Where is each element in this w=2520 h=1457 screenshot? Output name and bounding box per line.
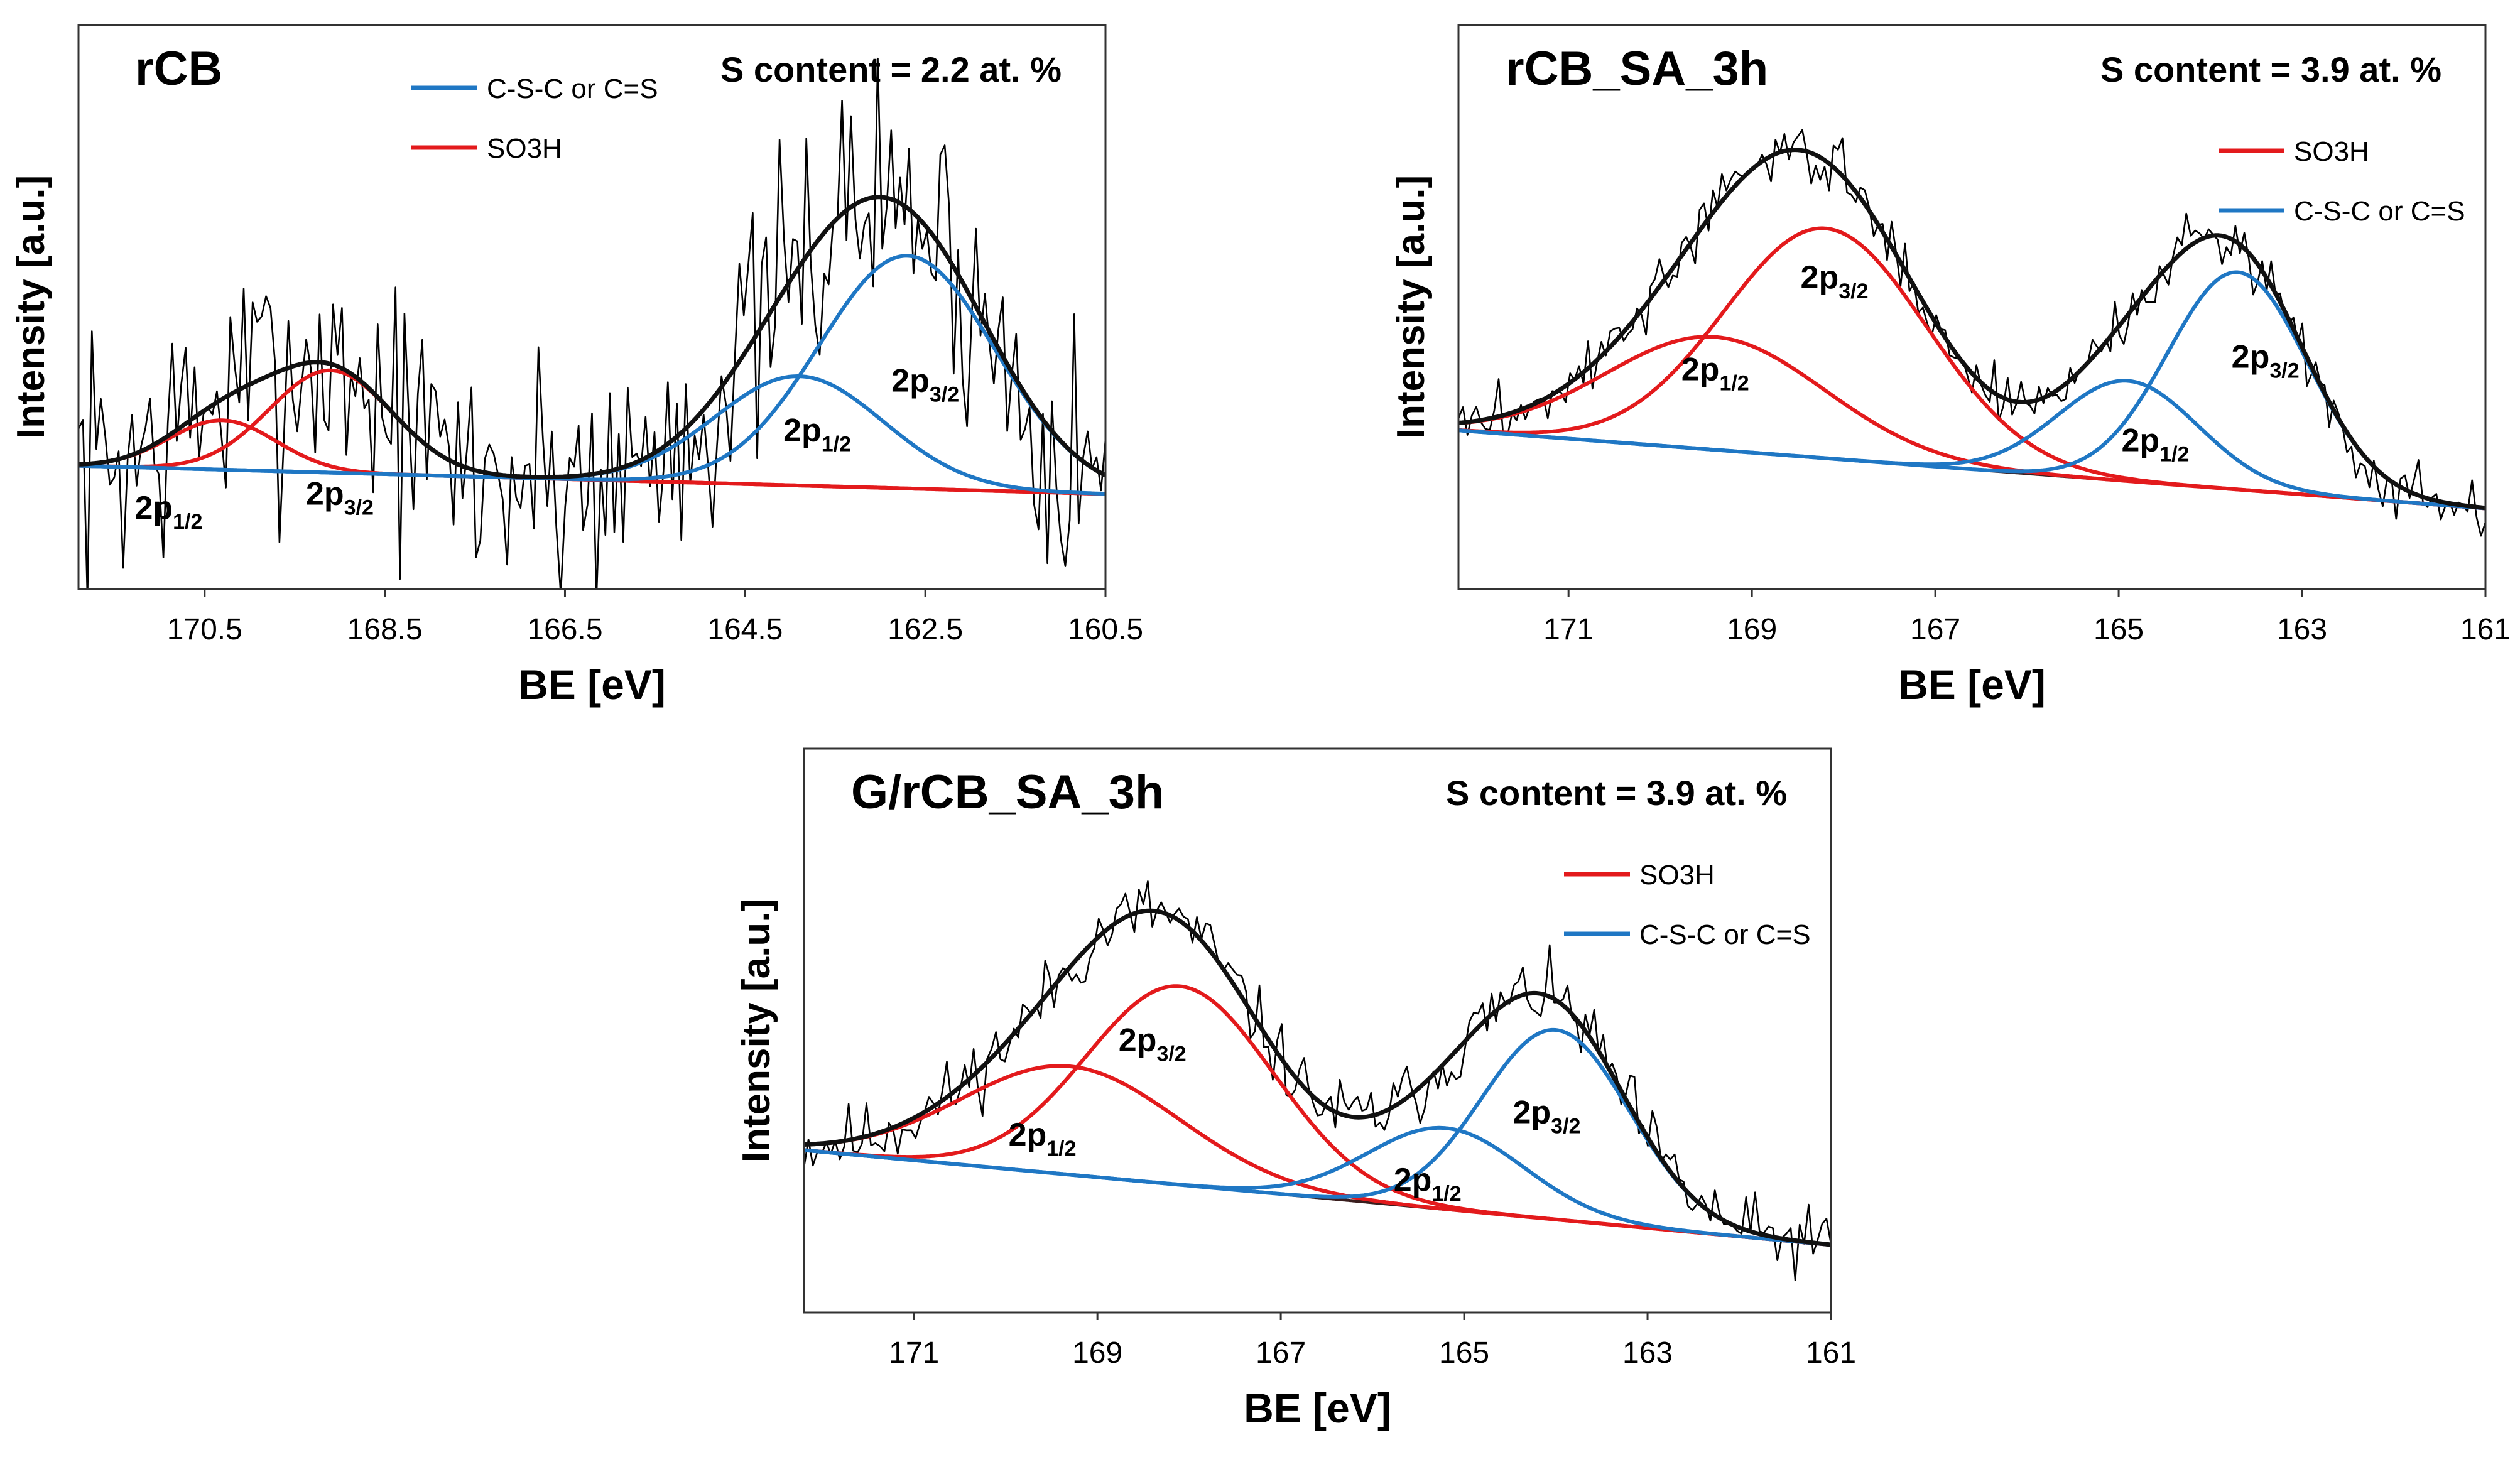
panel-title: rCB_SA_3h — [1506, 42, 1768, 95]
x-tick-label: 161 — [2460, 613, 2511, 646]
x-tick-label: 163 — [2277, 613, 2327, 646]
component-peak-1 — [1458, 335, 2485, 511]
peak-label: 2p1/2 — [1394, 1162, 1462, 1206]
plot-area — [1458, 129, 2485, 537]
panel-title: rCB — [135, 42, 222, 95]
peak-label: 2p1/2 — [1009, 1117, 1077, 1161]
x-tick-label: 167 — [1256, 1336, 1306, 1370]
x-tick-label: 162.5 — [888, 613, 963, 646]
x-tick-label: 160.5 — [1068, 613, 1143, 646]
component-peak-4 — [79, 254, 1105, 482]
component-peak-4 — [804, 1027, 1831, 1247]
component-peak-3 — [1458, 379, 2485, 511]
x-tick-label: 165 — [2094, 613, 2144, 646]
plot-area — [79, 57, 1105, 589]
component-peak-2 — [1458, 226, 2485, 511]
raw-spectrum-line — [79, 57, 1105, 589]
peak-label: 2p3/2 — [1801, 259, 1869, 303]
peak-label: 2p3/2 — [891, 363, 959, 407]
x-tick-label: 169 — [1727, 613, 1777, 646]
peak-label: 2p1/2 — [134, 490, 202, 534]
x-axis-label: BE [eV] — [518, 661, 666, 708]
legend-label: C-S-C or C=S — [1639, 919, 1811, 950]
peak-label: 2p1/2 — [783, 412, 851, 456]
raw-spectrum-line — [1458, 129, 2485, 537]
x-tick-label: 161 — [1806, 1336, 1856, 1370]
xps-panel-2: 171 169 167 165 163 161 BE [eV] Intensity [a.u.… — [1389, 24, 2511, 708]
x-tick-label: 171 — [1543, 613, 1594, 646]
x-tick-label: 166.5 — [527, 613, 602, 646]
envelope-fit-line — [79, 195, 1105, 480]
plot-frame — [1457, 24, 2487, 590]
y-axis-label: Intensity [a.u.] — [1389, 175, 1433, 439]
raw-spectrum-line — [804, 880, 1831, 1281]
x-axis-label: BE [eV] — [1898, 661, 2046, 708]
x-tick-label: 163 — [1622, 1336, 1673, 1370]
sulfur-content-annotation: S content = 3.9 at. % — [2100, 50, 2441, 89]
peak-label: 2p3/2 — [306, 475, 374, 519]
panel-title: G/rCB_SA_3h — [851, 766, 1164, 819]
legend-label: SO3H — [1639, 860, 1715, 891]
peak-label: 2p3/2 — [1119, 1022, 1187, 1066]
plot-frame — [77, 24, 1107, 590]
component-peak-1 — [804, 1064, 1831, 1247]
legend-label: SO3H — [487, 133, 562, 164]
legend-label: SO3H — [2294, 136, 2369, 167]
plot-frame — [803, 747, 1832, 1314]
x-tick-label: 164.5 — [707, 613, 783, 646]
component-peak-3 — [804, 1125, 1831, 1247]
sulfur-content-annotation: S content = 2.2 at. % — [720, 50, 1062, 89]
x-axis-label: BE [eV] — [1244, 1385, 1391, 1431]
x-tick-label: 168.5 — [347, 613, 423, 646]
y-axis-label: Intensity [a.u.] — [9, 175, 53, 439]
x-tick-label: 171 — [889, 1336, 939, 1370]
envelope-fit-line — [804, 908, 1831, 1247]
peak-label: 2p3/2 — [2232, 339, 2300, 382]
x-tick-label: 169 — [1072, 1336, 1122, 1370]
legend-label: C-S-C or C=S — [487, 73, 658, 104]
peak-label: 2p3/2 — [1513, 1094, 1580, 1138]
xps-panel-1: 170.5 168.5 166.5 164.5 162.5 160.5 BE [eV] Int… — [9, 24, 1143, 708]
sulfur-content-annotation: S content = 3.9 at. % — [1446, 773, 1787, 813]
y-axis-label: Intensity [a.u.] — [735, 899, 778, 1162]
peak-label: 2p1/2 — [1681, 351, 1749, 395]
xps-panel-3: 171 169 167 165 163 161 BE [eV] Intensity [a.u.… — [735, 747, 1856, 1431]
plot-area — [804, 880, 1831, 1281]
envelope-fit-line — [1458, 148, 2485, 511]
x-tick-label: 167 — [1910, 613, 1960, 646]
x-tick-label: 170.5 — [167, 613, 242, 646]
x-tick-label: 165 — [1439, 1336, 1489, 1370]
legend-label: C-S-C or C=S — [2294, 196, 2465, 227]
peak-label: 2p1/2 — [2121, 422, 2189, 466]
